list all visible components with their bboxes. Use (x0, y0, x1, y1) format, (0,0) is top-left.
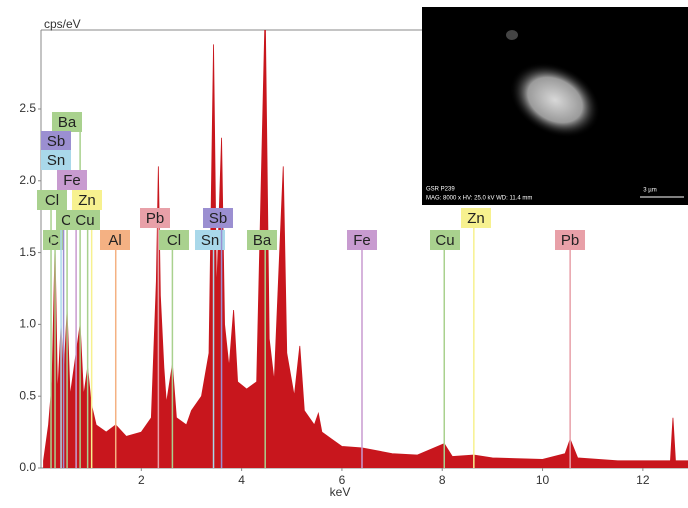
particle-small (506, 30, 518, 40)
y-tick-label: 0.5 (19, 388, 36, 402)
y-tick-label: 1.0 (19, 317, 36, 331)
element-label: Sn (47, 152, 65, 169)
x-tick-label: 6 (339, 473, 346, 487)
element-label: C (48, 232, 59, 249)
sem-image: GSR P239 MAG: 8000 x HV: 25.0 kV WD: 11.… (422, 7, 688, 205)
image-caption: GSR P239 (426, 187, 455, 193)
element-label: Sb (209, 210, 227, 227)
element-label: Ba (253, 232, 272, 249)
x-tick-label: 8 (439, 473, 446, 487)
element-label: Fe (353, 232, 371, 249)
element-label: Ba (58, 114, 77, 131)
element-label: Al (108, 232, 121, 249)
element-label: Cu (75, 212, 94, 229)
x-tick-label: 4 (238, 473, 245, 487)
element-label: Pb (146, 210, 164, 227)
y-tick-label: 0.0 (19, 460, 36, 474)
element-label: Cu (435, 232, 454, 249)
element-label: Sb (47, 133, 65, 150)
chart: cps/eV keV 0.0 0.5 1.0 1.5 2.0 2.5 2 4 6 8 10 12 C Al… (0, 0, 688, 503)
y-axis-label: cps/eV (44, 17, 81, 31)
scale-label: 3 µm (643, 188, 656, 194)
x-axis-label: keV (330, 485, 351, 499)
element-label: Zn (78, 192, 96, 209)
element-label: Cl (45, 192, 59, 209)
y-tick-label: 1.5 (19, 245, 36, 259)
image-settings: MAG: 8000 x HV: 25.0 kV WD: 11.4 mm (426, 196, 532, 202)
element-label: Cl (167, 232, 181, 249)
y-tick-label: 2.5 (19, 101, 36, 115)
element-label: Pb (561, 232, 579, 249)
element-label: Sn (201, 232, 219, 249)
element-label: Fe (63, 172, 81, 189)
element-label: Zn (467, 210, 485, 227)
x-tick-label: 2 (138, 473, 145, 487)
x-tick-label: 10 (536, 473, 550, 487)
y-tick-label: 2.0 (19, 173, 36, 187)
x-tick-label: 12 (636, 473, 650, 487)
